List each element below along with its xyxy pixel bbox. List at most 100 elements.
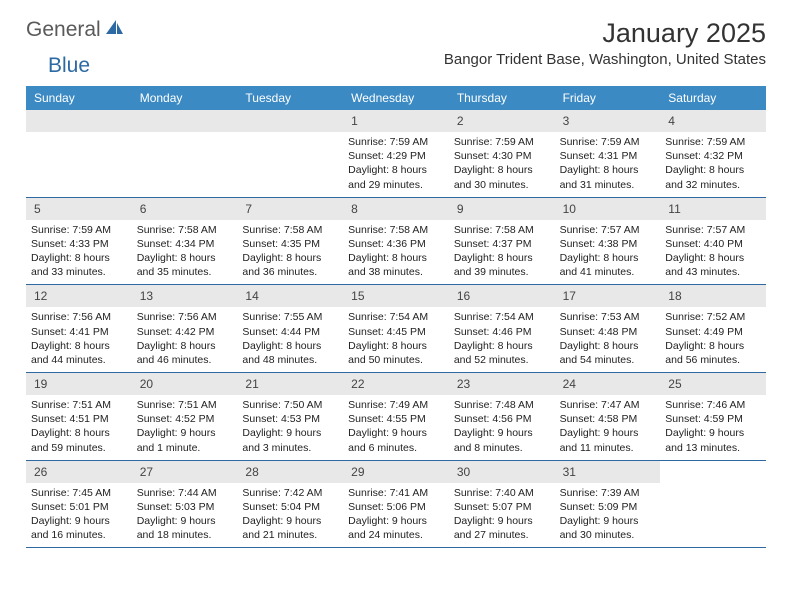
day-body: Sunrise: 7:58 AMSunset: 4:36 PMDaylight:… <box>343 220 449 285</box>
day-cell: 17Sunrise: 7:53 AMSunset: 4:48 PMDayligh… <box>555 285 661 372</box>
daylight-line1: Daylight: 8 hours <box>454 163 550 177</box>
day-cell: 26Sunrise: 7:45 AMSunset: 5:01 PMDayligh… <box>26 461 132 548</box>
daylight-line2: and 59 minutes. <box>31 441 127 455</box>
sunset: Sunset: 4:48 PM <box>560 325 656 339</box>
daylight-line2: and 39 minutes. <box>454 265 550 279</box>
day-number: 26 <box>26 461 132 483</box>
sunset: Sunset: 4:41 PM <box>31 325 127 339</box>
day-body: Sunrise: 7:57 AMSunset: 4:40 PMDaylight:… <box>660 220 766 285</box>
sunset: Sunset: 4:32 PM <box>665 149 761 163</box>
daylight-line1: Daylight: 8 hours <box>31 251 127 265</box>
day-cell: 4Sunrise: 7:59 AMSunset: 4:32 PMDaylight… <box>660 110 766 197</box>
day-cell: 6Sunrise: 7:58 AMSunset: 4:34 PMDaylight… <box>132 198 238 285</box>
daylight-line1: Daylight: 8 hours <box>31 339 127 353</box>
daylight-line2: and 3 minutes. <box>242 441 338 455</box>
day-cell: 18Sunrise: 7:52 AMSunset: 4:49 PMDayligh… <box>660 285 766 372</box>
day-number: 28 <box>237 461 343 483</box>
daylight-line2: and 48 minutes. <box>242 353 338 367</box>
sunrise: Sunrise: 7:58 AM <box>454 223 550 237</box>
day-body: Sunrise: 7:50 AMSunset: 4:53 PMDaylight:… <box>237 395 343 460</box>
daylight-line1: Daylight: 8 hours <box>348 339 444 353</box>
day-number: 3 <box>555 110 661 132</box>
daylight-line2: and 50 minutes. <box>348 353 444 367</box>
sunset: Sunset: 5:09 PM <box>560 500 656 514</box>
day-cell: 1Sunrise: 7:59 AMSunset: 4:29 PMDaylight… <box>343 110 449 197</box>
daylight-line2: and 38 minutes. <box>348 265 444 279</box>
daylight-line1: Daylight: 9 hours <box>454 514 550 528</box>
sunrise: Sunrise: 7:59 AM <box>665 135 761 149</box>
week-row: 1Sunrise: 7:59 AMSunset: 4:29 PMDaylight… <box>26 110 766 198</box>
sunset: Sunset: 4:37 PM <box>454 237 550 251</box>
daylight-line1: Daylight: 9 hours <box>454 426 550 440</box>
sunrise: Sunrise: 7:58 AM <box>137 223 233 237</box>
day-header: Thursday <box>449 86 555 110</box>
sunrise: Sunrise: 7:44 AM <box>137 486 233 500</box>
sunrise: Sunrise: 7:51 AM <box>137 398 233 412</box>
day-cell: 13Sunrise: 7:56 AMSunset: 4:42 PMDayligh… <box>132 285 238 372</box>
day-body: Sunrise: 7:53 AMSunset: 4:48 PMDaylight:… <box>555 307 661 372</box>
day-number: 20 <box>132 373 238 395</box>
daylight-line2: and 36 minutes. <box>242 265 338 279</box>
day-number: 24 <box>555 373 661 395</box>
logo: General <box>26 18 126 42</box>
day-cell: 20 Sunrise: 7:51 AMSunset: 4:52 PMDayligh… <box>132 373 238 460</box>
daylight-line1: Daylight: 9 hours <box>665 426 761 440</box>
daylight-line1: Daylight: 8 hours <box>242 251 338 265</box>
day-body: Sunrise: 7:54 AMSunset: 4:46 PMDaylight:… <box>449 307 555 372</box>
day-body: Sunrise: 7:47 AMSunset: 4:58 PMDaylight:… <box>555 395 661 460</box>
daylight-line2: and 56 minutes. <box>665 353 761 367</box>
sunrise: Sunrise: 7:42 AM <box>242 486 338 500</box>
daylight-line1: Daylight: 8 hours <box>560 339 656 353</box>
daylight-line1: Daylight: 8 hours <box>560 251 656 265</box>
sunset: Sunset: 4:44 PM <box>242 325 338 339</box>
day-header: Tuesday <box>237 86 343 110</box>
day-body: Sunrise: 7:52 AMSunset: 4:49 PMDaylight:… <box>660 307 766 372</box>
day-body: Sunrise: 7:48 AMSunset: 4:56 PMDaylight:… <box>449 395 555 460</box>
day-number: 21 <box>237 373 343 395</box>
sunrise: Sunrise: 7:52 AM <box>665 310 761 324</box>
daylight-line1: Daylight: 9 hours <box>242 426 338 440</box>
day-number: 10 <box>555 198 661 220</box>
daylight-line1: Daylight: 8 hours <box>348 163 444 177</box>
day-body: Sunrise: 7:46 AMSunset: 4:59 PMDaylight:… <box>660 395 766 460</box>
day-cell: 11Sunrise: 7:57 AMSunset: 4:40 PMDayligh… <box>660 198 766 285</box>
sunrise: Sunrise: 7:51 AM <box>31 398 127 412</box>
sunset: Sunset: 4:30 PM <box>454 149 550 163</box>
sunrise: Sunrise: 7:45 AM <box>31 486 127 500</box>
daylight-line2: and 32 minutes. <box>665 178 761 192</box>
day-body: Sunrise: 7:54 AMSunset: 4:45 PMDaylight:… <box>343 307 449 372</box>
sunrise: Sunrise: 7:53 AM <box>560 310 656 324</box>
daylight-line2: and 11 minutes. <box>560 441 656 455</box>
sunrise: Sunrise: 7:57 AM <box>560 223 656 237</box>
day-number: 19 <box>26 373 132 395</box>
sunset: Sunset: 4:36 PM <box>348 237 444 251</box>
sunset: Sunset: 5:04 PM <box>242 500 338 514</box>
daylight-line1: Daylight: 9 hours <box>137 426 233 440</box>
day-cell: 5Sunrise: 7:59 AMSunset: 4:33 PMDaylight… <box>26 198 132 285</box>
sunrise: Sunrise: 7:59 AM <box>348 135 444 149</box>
day-cell: 24Sunrise: 7:47 AMSunset: 4:58 PMDayligh… <box>555 373 661 460</box>
sunrise: Sunrise: 7:57 AM <box>665 223 761 237</box>
day-cell: 15Sunrise: 7:54 AMSunset: 4:45 PMDayligh… <box>343 285 449 372</box>
daylight-line2: and 27 minutes. <box>454 528 550 542</box>
day-cell: 10Sunrise: 7:57 AMSunset: 4:38 PMDayligh… <box>555 198 661 285</box>
day-number: 4 <box>660 110 766 132</box>
day-cell: 23Sunrise: 7:48 AMSunset: 4:56 PMDayligh… <box>449 373 555 460</box>
sunset: Sunset: 4:52 PM <box>137 412 233 426</box>
day-header: Sunday <box>26 86 132 110</box>
day-body: Sunrise: 7:41 AMSunset: 5:06 PMDaylight:… <box>343 483 449 548</box>
day-number: 11 <box>660 198 766 220</box>
day-cell: 16Sunrise: 7:54 AMSunset: 4:46 PMDayligh… <box>449 285 555 372</box>
day-number: 23 <box>449 373 555 395</box>
day-cell <box>132 110 238 197</box>
sunset: Sunset: 5:07 PM <box>454 500 550 514</box>
day-cell <box>660 461 766 548</box>
calendar: SundayMondayTuesdayWednesdayThursdayFrid… <box>26 86 766 548</box>
day-number: 29 <box>343 461 449 483</box>
sunset: Sunset: 4:34 PM <box>137 237 233 251</box>
sunrise: Sunrise: 7:56 AM <box>137 310 233 324</box>
sunrise: Sunrise: 7:54 AM <box>454 310 550 324</box>
daylight-line1: Daylight: 8 hours <box>137 251 233 265</box>
day-number-empty <box>132 110 238 132</box>
sunset: Sunset: 5:01 PM <box>31 500 127 514</box>
